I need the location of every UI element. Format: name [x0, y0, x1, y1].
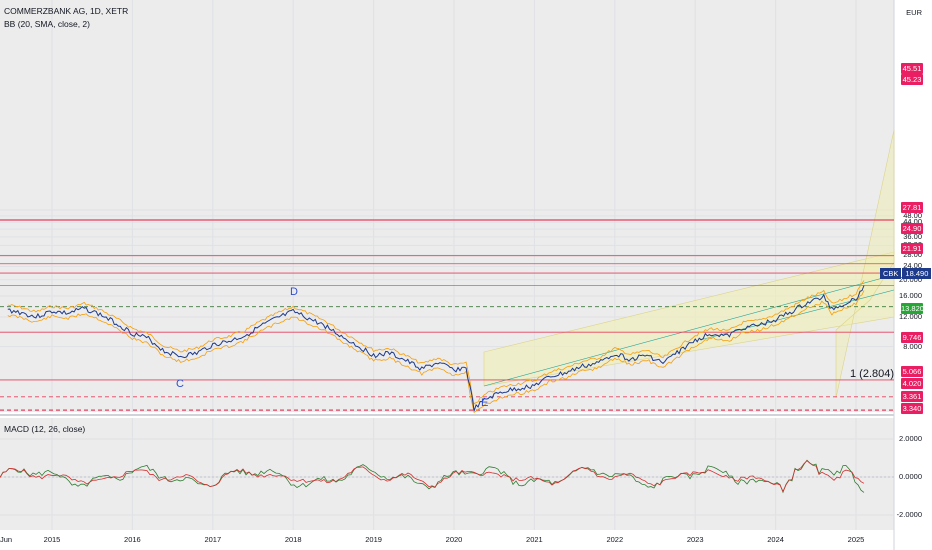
indicator-label[interactable]: BB (20, SMA, close, 2) — [4, 19, 90, 29]
pattern-point-d: D — [290, 286, 298, 298]
price-level-badge: 21.91 — [901, 243, 923, 254]
bb-lower — [7, 290, 865, 414]
symbol-badge-ticker: CBK — [880, 268, 902, 279]
chart-title: COMMERZBANK AG, 1D, XETR — [4, 6, 129, 16]
price-tick-label: 20.000 — [899, 274, 922, 284]
time-tick-label: Jun — [0, 535, 13, 544]
fib-label: 1 (2.804) — [850, 368, 895, 380]
signal-line — [0, 460, 865, 493]
time-tick-label: 2021 — [526, 535, 543, 544]
price-tick-label: 24.00 — [903, 261, 922, 271]
macd-series — [0, 459, 894, 494]
macd-tick-label: -2.0000 — [896, 510, 922, 519]
time-tick-label: 2025 — [847, 535, 865, 544]
time-tick-label: 2016 — [124, 535, 141, 544]
symbol-badge: CBK 18.490 — [880, 268, 932, 279]
channel-line — [483, 274, 895, 387]
price-tick-label: 28.00 — [903, 250, 922, 260]
time-tick-label: 2020 — [445, 535, 463, 544]
time-tick-label: 2015 — [43, 535, 61, 544]
price-tick-label: 48.00 — [903, 210, 922, 220]
pattern-point-e: E — [481, 397, 489, 409]
macd-line — [0, 459, 865, 494]
price-level-badge: 5.066 — [901, 366, 923, 377]
price-tick-label: 16.000 — [899, 291, 922, 300]
time-tick-label: 2024 — [767, 535, 784, 544]
price-level-badge: 27.81 — [901, 202, 923, 213]
price-pane[interactable] — [0, 0, 894, 412]
macd-tick-label: 2.0000 — [899, 434, 922, 443]
price-tick-label: 12.000 — [899, 311, 922, 321]
price-tick-label: 36.00 — [903, 231, 922, 241]
horizontal-levels — [0, 219, 894, 411]
macd-pane[interactable] — [0, 418, 894, 530]
price-level-badge: 9.746 — [901, 332, 923, 343]
time-tick-label: 2019 — [365, 535, 382, 544]
time-tick-label: 2017 — [204, 535, 222, 544]
price-level-badge: 4.020 — [901, 378, 923, 389]
price-level-badge: 3.361 — [901, 391, 923, 402]
currency-label: EUR — [906, 8, 922, 17]
price-level-badge: 45.23 — [901, 74, 923, 85]
time-tick-label: 2022 — [606, 535, 624, 544]
bollinger-bands — [7, 280, 865, 414]
price-level-badge: 24.90 — [901, 223, 923, 234]
price-series — [7, 285, 865, 412]
macd-tick-label: 0.0000 — [899, 472, 922, 481]
price-level-badge: 45.51 — [901, 63, 923, 74]
price-level-badge: 13.820 — [901, 303, 924, 314]
time-tick-label: 2023 — [686, 535, 704, 544]
symbol-badge-price: 18.490 — [902, 268, 932, 279]
price-level-badge: 3.340 — [901, 403, 923, 414]
price-tick-label: 44.00 — [903, 217, 922, 227]
macd-label[interactable]: MACD (12, 26, close) — [4, 424, 86, 434]
pattern-point-c: C — [176, 378, 184, 390]
price-tick-label: 8.000 — [903, 341, 922, 351]
time-tick-label: 2018 — [284, 535, 302, 544]
price-line — [7, 285, 865, 412]
bb-upper — [7, 280, 865, 405]
